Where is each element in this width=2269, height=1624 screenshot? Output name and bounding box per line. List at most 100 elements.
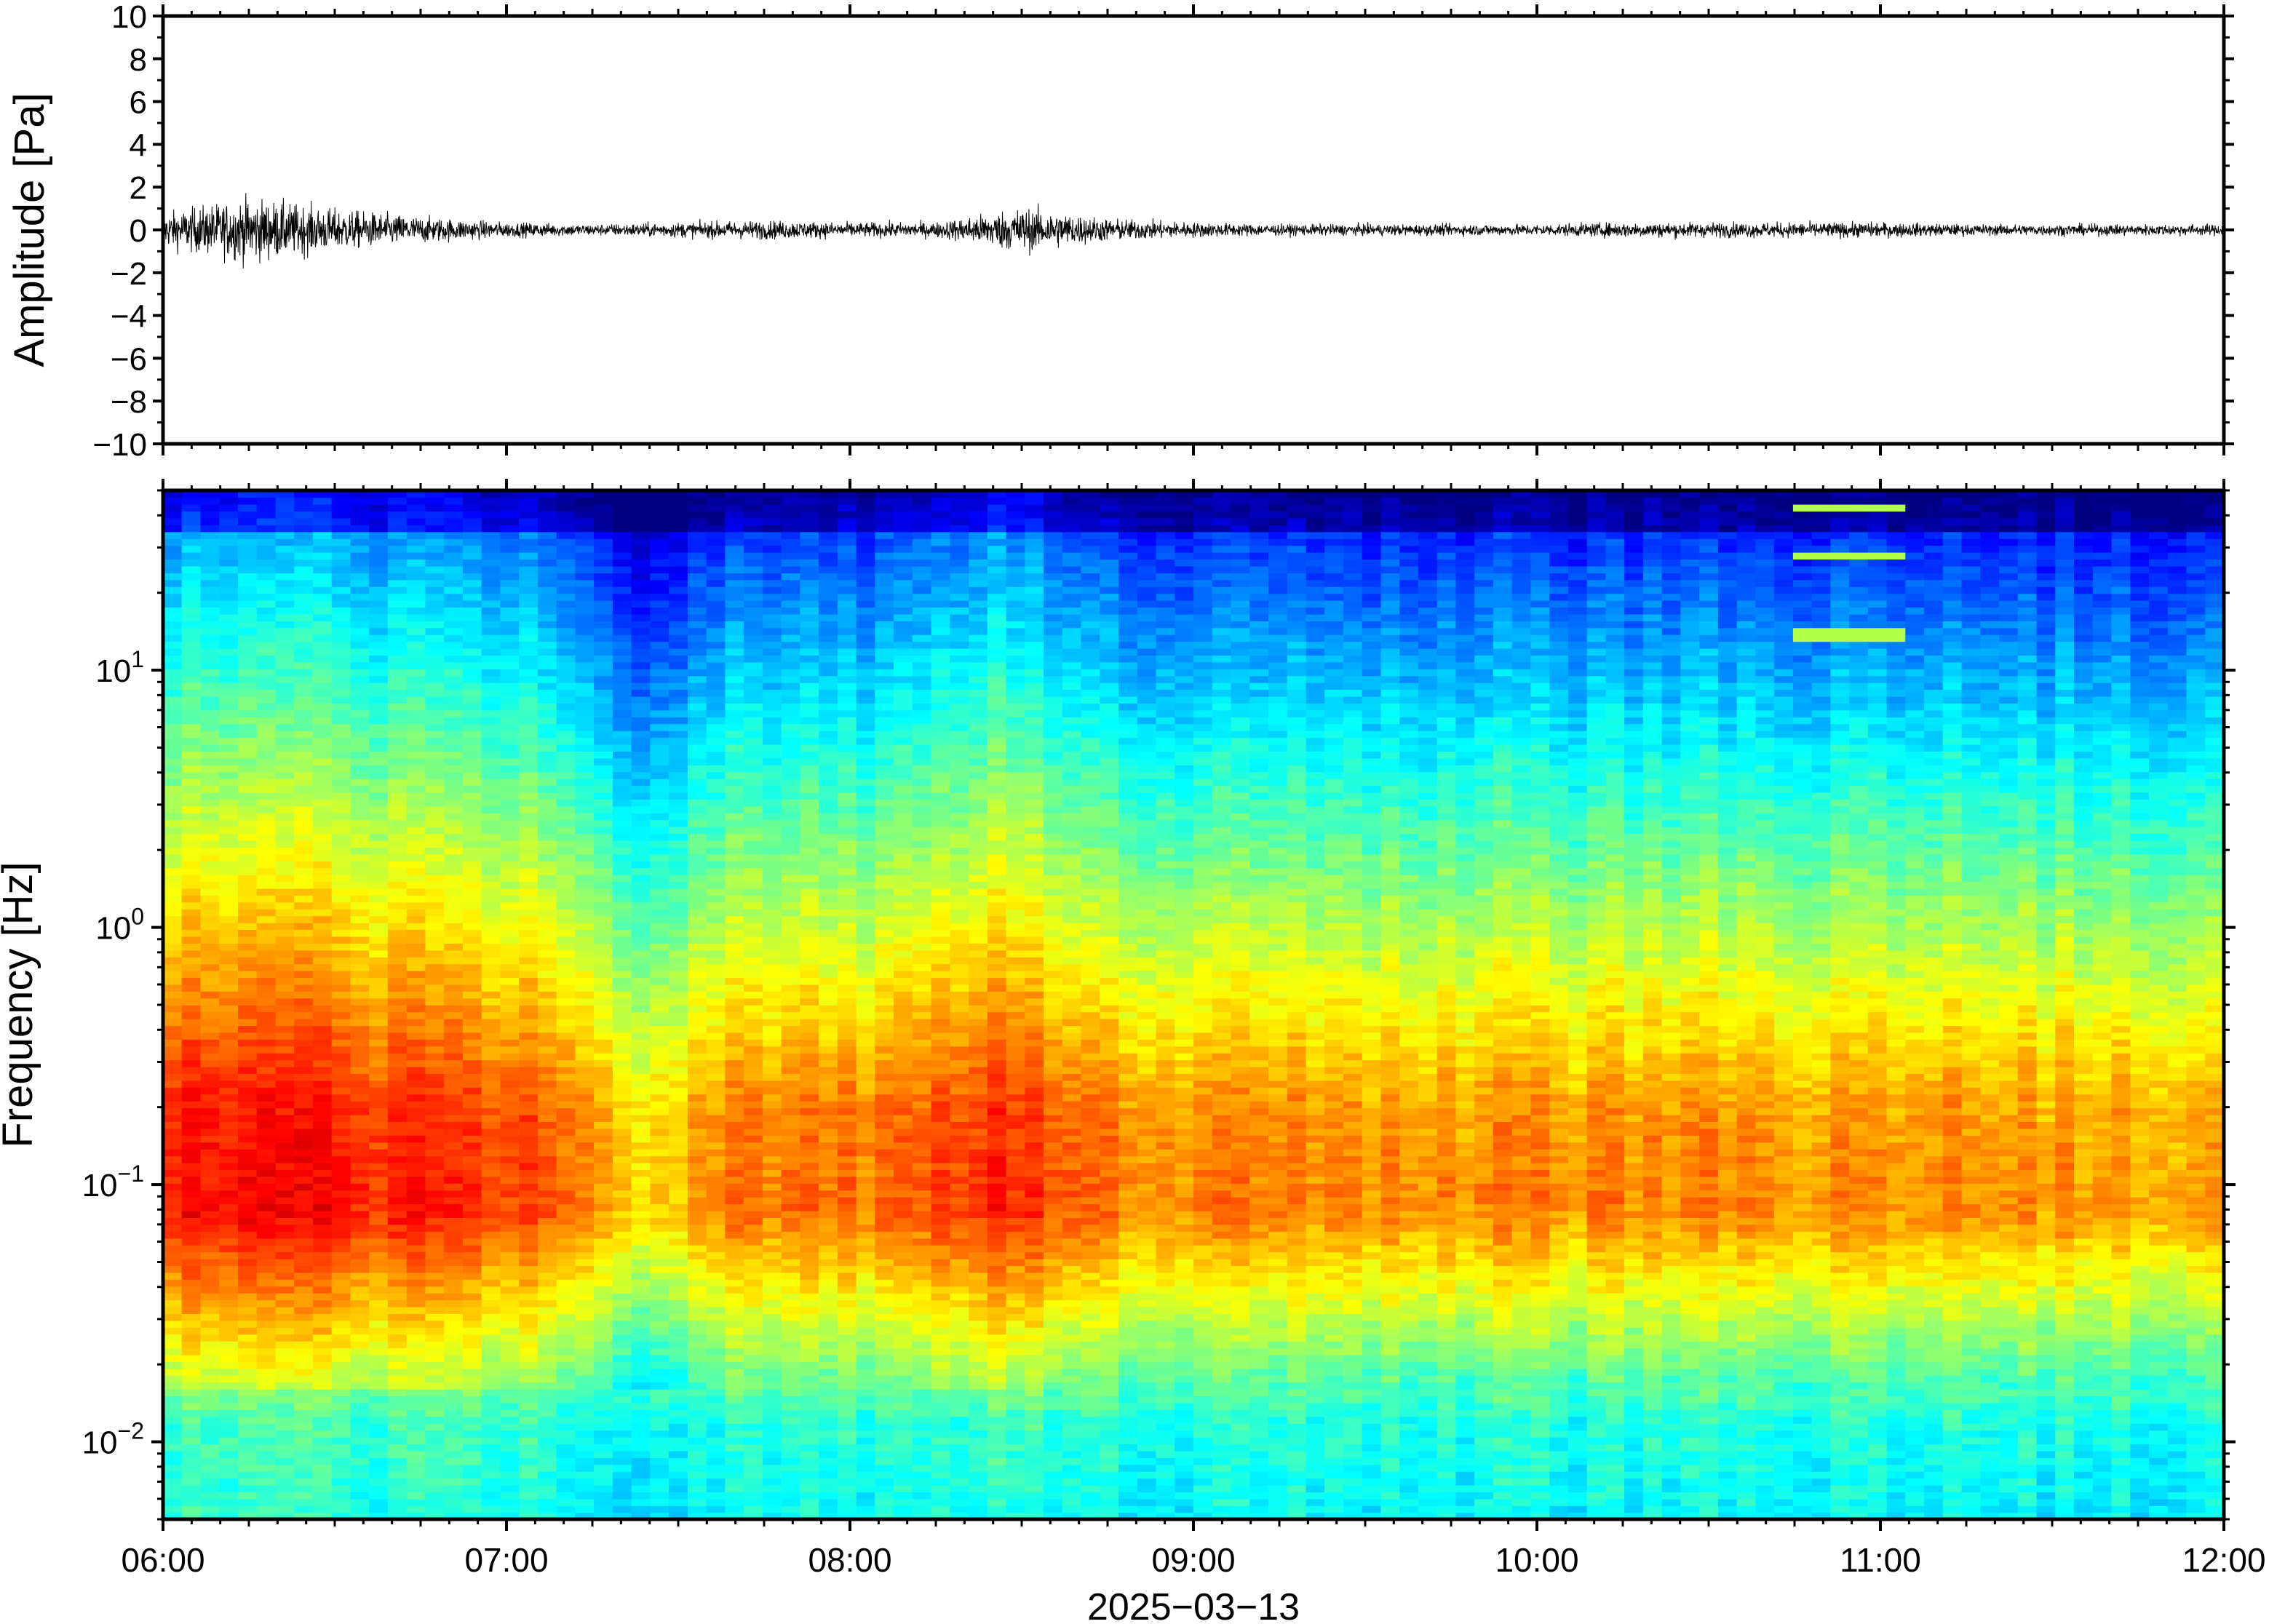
spectrogram-cell bbox=[238, 1286, 258, 1294]
spectrogram-cell bbox=[725, 696, 744, 704]
spectrogram-cell bbox=[519, 751, 539, 759]
spectrogram-cell bbox=[519, 888, 539, 896]
spectrogram-cell bbox=[669, 1492, 688, 1500]
spectrogram-cell bbox=[369, 1203, 389, 1211]
spectrogram-cell bbox=[275, 1244, 295, 1253]
spectrogram-cell bbox=[238, 1361, 258, 1369]
spectrogram-cell bbox=[706, 1087, 726, 1095]
spectrogram-cell bbox=[631, 1107, 651, 1115]
spectrogram-cell bbox=[462, 950, 482, 958]
spectrogram-cell bbox=[500, 682, 520, 690]
spectrogram-cell bbox=[594, 861, 613, 869]
spectrogram-cell bbox=[481, 1046, 501, 1054]
spectrogram-cell bbox=[313, 1409, 333, 1417]
spectrogram-cell bbox=[500, 1464, 520, 1472]
spectrogram-cell bbox=[744, 1306, 763, 1314]
spectrogram-cell bbox=[744, 833, 763, 841]
spectrogram-cell bbox=[294, 984, 314, 992]
spectrogram-cell bbox=[444, 641, 464, 649]
spectrogram-cell bbox=[406, 717, 426, 725]
spectrogram-cell bbox=[537, 1368, 557, 1376]
spectrogram-cell bbox=[687, 950, 707, 958]
spectrogram-cell bbox=[556, 888, 576, 896]
spectrogram-cell bbox=[275, 881, 295, 889]
spectrogram-cell bbox=[537, 1340, 557, 1349]
spectrogram-cell bbox=[406, 1286, 426, 1294]
spectrogram-cell bbox=[331, 1484, 351, 1493]
spectrogram-cell bbox=[181, 627, 202, 635]
spectrogram-cell bbox=[163, 1059, 183, 1067]
spectrogram-cell bbox=[462, 1416, 482, 1424]
spectrogram-cell bbox=[425, 1121, 445, 1129]
spectrogram-cell bbox=[669, 737, 688, 745]
spectrogram-cell bbox=[669, 593, 688, 601]
spectrogram-cell bbox=[444, 621, 464, 629]
spectrogram-cell bbox=[481, 517, 501, 525]
spectrogram-cell bbox=[594, 785, 613, 793]
spectrogram-cell bbox=[481, 1251, 501, 1259]
spectrogram-cell bbox=[575, 1107, 595, 1115]
spectrogram-cell bbox=[200, 1155, 220, 1163]
spectrogram-cell bbox=[762, 1492, 782, 1500]
spectrogram-cell bbox=[744, 1011, 763, 1019]
spectrogram-cell bbox=[369, 909, 389, 917]
spectrogram-cell bbox=[462, 1231, 482, 1239]
spectrogram-cell bbox=[669, 511, 688, 519]
spectrogram-cell bbox=[406, 545, 426, 553]
spectrogram-cell bbox=[687, 1444, 707, 1452]
spectrogram-cell bbox=[744, 1375, 763, 1383]
spectrogram-cell bbox=[444, 1059, 464, 1067]
spectrogram-cell bbox=[594, 963, 613, 971]
spectrogram-cell bbox=[519, 1162, 539, 1170]
spectrogram-cell bbox=[425, 1512, 445, 1519]
spectrogram-cell bbox=[650, 1444, 669, 1452]
spectrogram-cell bbox=[444, 1121, 464, 1129]
spectrogram-cell bbox=[556, 867, 576, 875]
spectrogram-cell bbox=[706, 998, 726, 1006]
spectrogram-cell bbox=[331, 497, 351, 505]
spectrogram-cell bbox=[406, 607, 426, 615]
spectrogram-cell bbox=[256, 1402, 277, 1410]
spectrogram-cell bbox=[537, 805, 557, 813]
spectrogram-cell bbox=[650, 970, 669, 979]
spectrogram-cell bbox=[331, 669, 351, 677]
spectrogram-cell bbox=[294, 1388, 314, 1397]
spectrogram-cell bbox=[406, 1416, 426, 1424]
spectrogram-cell bbox=[500, 1512, 520, 1519]
spectrogram-cell bbox=[331, 600, 351, 608]
spectrogram-cell bbox=[687, 1244, 707, 1253]
spectrogram-cell bbox=[200, 833, 220, 841]
spectrogram-cell bbox=[444, 737, 464, 745]
spectrogram-cell bbox=[238, 613, 258, 621]
spectrogram-cell bbox=[275, 1464, 295, 1472]
spectrogram-cell bbox=[294, 1457, 314, 1465]
spectrogram-cell bbox=[425, 1094, 445, 1102]
spectrogram-cell bbox=[387, 1484, 408, 1493]
spectrogram-cell bbox=[500, 655, 520, 663]
spectrogram-cell bbox=[481, 874, 501, 883]
spectrogram-cell bbox=[219, 1450, 239, 1458]
spectrogram-cell bbox=[425, 1046, 445, 1054]
spectrogram-cell bbox=[444, 1258, 464, 1266]
spectrogram-cell bbox=[256, 984, 277, 992]
spectrogram-cell bbox=[631, 1087, 651, 1095]
spectrogram-cell bbox=[238, 1402, 258, 1410]
spectrogram-cell bbox=[744, 1444, 763, 1452]
spectrogram-cell bbox=[556, 1025, 576, 1033]
spectrogram-cell bbox=[556, 861, 576, 869]
spectrogram-cell bbox=[650, 593, 669, 601]
spectrogram-cell bbox=[725, 1217, 744, 1225]
spectrogram-cell bbox=[331, 1313, 351, 1321]
spectrogram-cell bbox=[181, 847, 202, 855]
spectrogram-cell bbox=[706, 1327, 726, 1335]
spectrogram-cell bbox=[481, 1423, 501, 1431]
spectrogram-cell bbox=[462, 977, 482, 985]
spectrogram-cell bbox=[369, 1292, 389, 1301]
spectrogram-cell bbox=[256, 901, 277, 909]
spectrogram-cell bbox=[275, 1505, 295, 1513]
spectrogram-cell bbox=[256, 1121, 277, 1129]
spectrogram-cell bbox=[387, 1114, 408, 1122]
spectrogram-cell bbox=[725, 1059, 744, 1067]
spectrogram-cell bbox=[350, 490, 370, 498]
spectrogram-cell bbox=[331, 1059, 351, 1067]
